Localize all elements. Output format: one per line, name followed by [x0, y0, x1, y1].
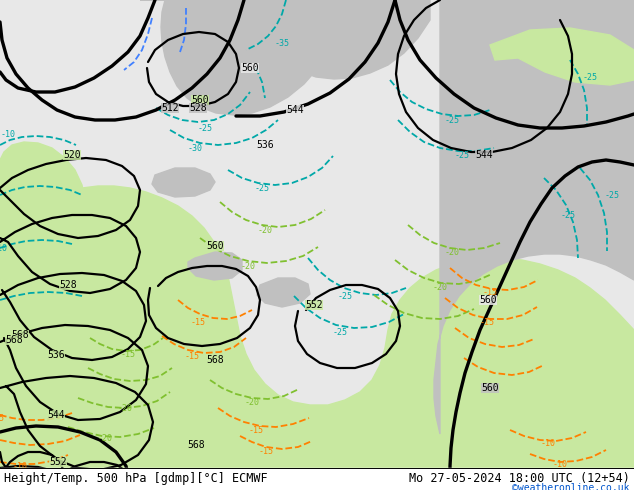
Text: 560: 560 — [481, 383, 499, 393]
Polygon shape — [0, 186, 634, 490]
Text: -10: -10 — [552, 460, 567, 468]
Text: 528: 528 — [59, 280, 77, 290]
Text: 536: 536 — [256, 140, 274, 150]
Text: -25: -25 — [337, 292, 353, 300]
Polygon shape — [434, 0, 634, 434]
Text: 560: 560 — [241, 63, 259, 73]
Text: -25: -25 — [560, 211, 576, 220]
Text: -15: -15 — [479, 318, 495, 326]
Polygon shape — [188, 252, 242, 280]
Text: -15: -15 — [190, 318, 205, 326]
Text: -25: -25 — [604, 191, 619, 199]
Text: -20: -20 — [117, 403, 133, 413]
Text: 544: 544 — [476, 150, 493, 160]
Polygon shape — [152, 168, 215, 197]
Text: -30: -30 — [188, 144, 202, 152]
Text: -15: -15 — [184, 351, 200, 361]
Text: 568: 568 — [206, 355, 224, 365]
Text: ©weatheronline.co.uk: ©weatheronline.co.uk — [512, 483, 630, 490]
Bar — [0, 468, 634, 490]
Text: -20: -20 — [257, 225, 273, 235]
Text: -20: -20 — [245, 397, 259, 407]
Text: -20: -20 — [240, 262, 256, 270]
Text: 568: 568 — [11, 330, 29, 340]
Text: 528: 528 — [189, 103, 207, 113]
Text: Mo 27-05-2024 18:00 UTC (12+54): Mo 27-05-2024 18:00 UTC (12+54) — [409, 471, 630, 485]
Polygon shape — [0, 142, 85, 490]
Text: 568: 568 — [187, 440, 205, 450]
Text: Height/Temp. 500 hPa [gdmp][°C] ECMWF: Height/Temp. 500 hPa [gdmp][°C] ECMWF — [4, 471, 268, 485]
Text: -15: -15 — [259, 446, 273, 456]
Text: -25: -25 — [455, 150, 470, 160]
Text: 560: 560 — [191, 95, 209, 105]
Text: 512: 512 — [161, 103, 179, 113]
Text: -25: -25 — [444, 116, 460, 124]
Text: -10: -10 — [13, 462, 27, 470]
Text: 576: 576 — [96, 475, 114, 485]
Polygon shape — [490, 28, 634, 85]
Text: -20: -20 — [98, 434, 112, 442]
Text: -35: -35 — [275, 40, 290, 49]
Text: 560: 560 — [479, 295, 497, 305]
Polygon shape — [0, 354, 634, 490]
Text: -25: -25 — [198, 123, 212, 132]
Polygon shape — [140, 0, 340, 115]
Text: -5: -5 — [0, 414, 5, 422]
Text: -20: -20 — [444, 247, 460, 256]
Text: 544: 544 — [47, 410, 65, 420]
Text: -15: -15 — [120, 349, 136, 359]
Polygon shape — [250, 0, 430, 79]
Text: 552: 552 — [49, 457, 67, 467]
Text: 544: 544 — [286, 105, 304, 115]
Text: 536: 536 — [47, 350, 65, 360]
Text: 520: 520 — [63, 150, 81, 160]
Text: -10: -10 — [541, 439, 555, 447]
Text: -15: -15 — [482, 288, 498, 296]
Text: -25: -25 — [583, 74, 597, 82]
Text: -10: -10 — [1, 129, 15, 139]
Text: -15: -15 — [249, 425, 264, 435]
Text: -20: -20 — [432, 283, 448, 292]
Text: -10: -10 — [0, 244, 8, 252]
Text: 552: 552 — [305, 300, 323, 310]
Text: 560: 560 — [206, 241, 224, 251]
Text: 568: 568 — [5, 335, 23, 345]
Polygon shape — [257, 278, 310, 307]
Text: -25: -25 — [254, 183, 269, 193]
Text: -25: -25 — [332, 327, 347, 337]
